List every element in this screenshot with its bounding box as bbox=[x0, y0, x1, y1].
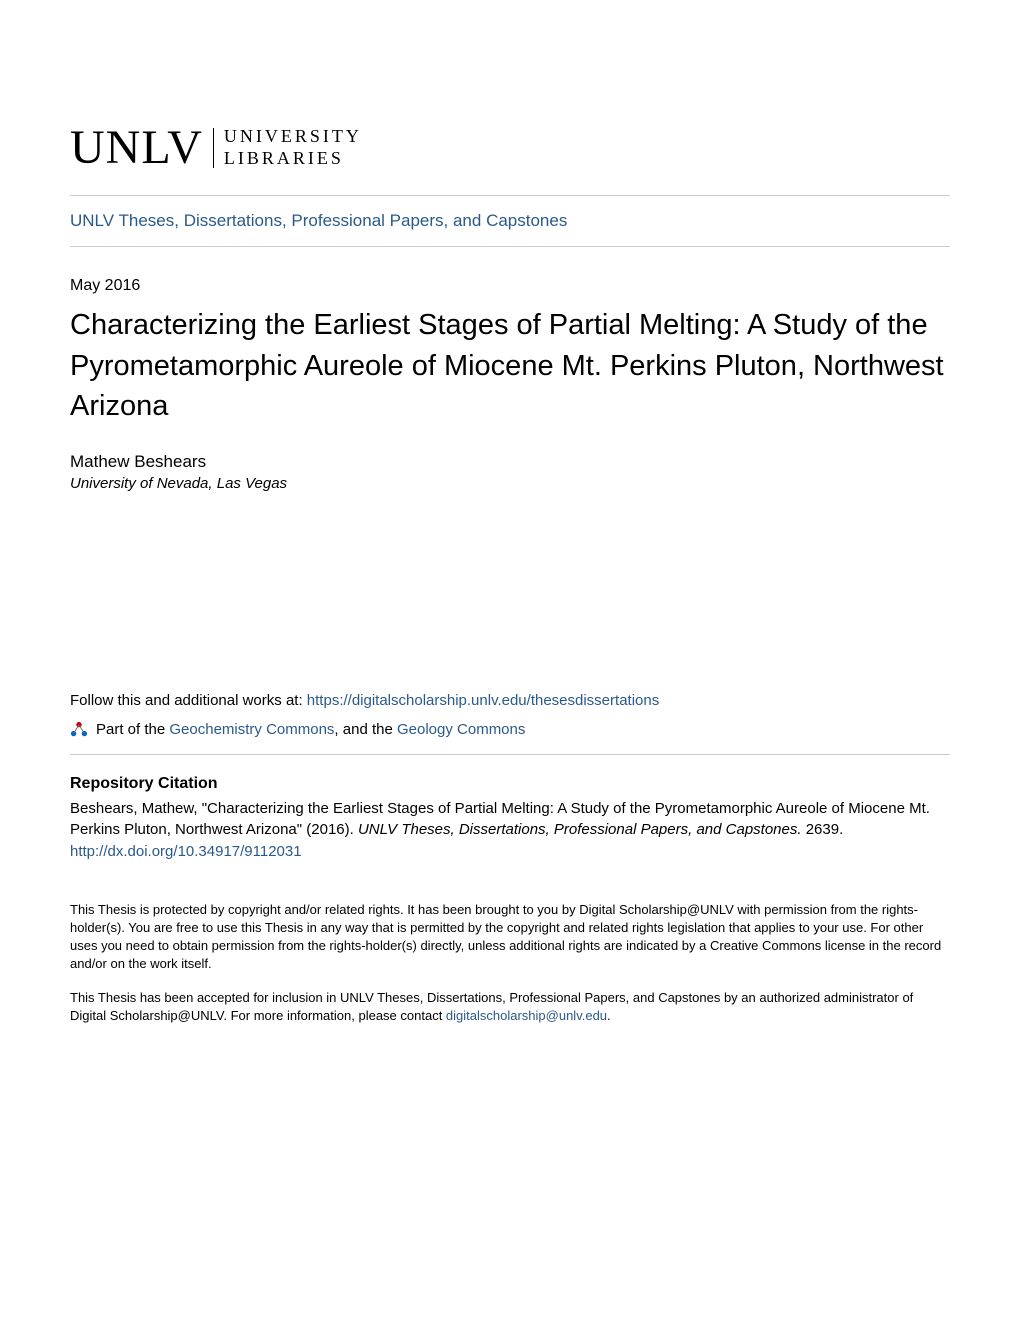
divider-below-collection bbox=[70, 246, 950, 247]
contact-email-link[interactable]: digitalscholarship@unlv.edu bbox=[446, 1008, 607, 1023]
part-of-prefix: Part of the bbox=[96, 721, 169, 738]
citation-series: UNLV Theses, Dissertations, Professional… bbox=[358, 821, 802, 838]
citation-number: 2639. bbox=[802, 821, 844, 838]
logo-container: UNLV UNIVERSITY LIBRARIES bbox=[70, 120, 950, 175]
logo-unlv-text: UNLV bbox=[70, 120, 203, 175]
inclusion-disclaimer: This Thesis has been accepted for inclus… bbox=[70, 989, 950, 1025]
network-icon bbox=[70, 721, 88, 739]
part-of-text: Part of the Geochemistry Commons, and th… bbox=[96, 721, 525, 738]
logo-libraries: UNIVERSITY LIBRARIES bbox=[224, 126, 362, 169]
document-title: Characterizing the Earliest Stages of Pa… bbox=[70, 305, 950, 427]
follow-url-link[interactable]: https://digitalscholarship.unlv.edu/thes… bbox=[307, 692, 659, 709]
author-affiliation: University of Nevada, Las Vegas bbox=[70, 475, 950, 492]
part-of-middle: , and the bbox=[334, 721, 397, 738]
divider-above-citation bbox=[70, 754, 950, 755]
part-of-row: Part of the Geochemistry Commons, and th… bbox=[70, 721, 950, 739]
logo-libraries-line1: UNIVERSITY bbox=[224, 126, 362, 148]
commons-link-2[interactable]: Geology Commons bbox=[397, 721, 525, 738]
author-name: Mathew Beshears bbox=[70, 452, 950, 472]
disclaimer2-suffix: . bbox=[607, 1008, 611, 1023]
citation-heading: Repository Citation bbox=[70, 775, 950, 793]
logo-divider bbox=[213, 128, 214, 168]
citation-text: Beshears, Mathew, "Characterizing the Ea… bbox=[70, 798, 950, 840]
doi-link[interactable]: http://dx.doi.org/10.34917/9112031 bbox=[70, 843, 302, 860]
follow-text: Follow this and additional works at: htt… bbox=[70, 692, 950, 709]
logo-libraries-line2: LIBRARIES bbox=[224, 148, 362, 170]
divider-top bbox=[70, 195, 950, 196]
publication-date: May 2016 bbox=[70, 277, 950, 295]
unlv-logo: UNLV UNIVERSITY LIBRARIES bbox=[70, 120, 950, 175]
follow-prefix: Follow this and additional works at: bbox=[70, 692, 307, 709]
collection-link[interactable]: UNLV Theses, Dissertations, Professional… bbox=[70, 211, 567, 230]
citation-author: Beshears, Mathew, bbox=[70, 800, 202, 817]
copyright-disclaimer: This Thesis is protected by copyright an… bbox=[70, 901, 950, 974]
commons-link-1[interactable]: Geochemistry Commons bbox=[169, 721, 334, 738]
